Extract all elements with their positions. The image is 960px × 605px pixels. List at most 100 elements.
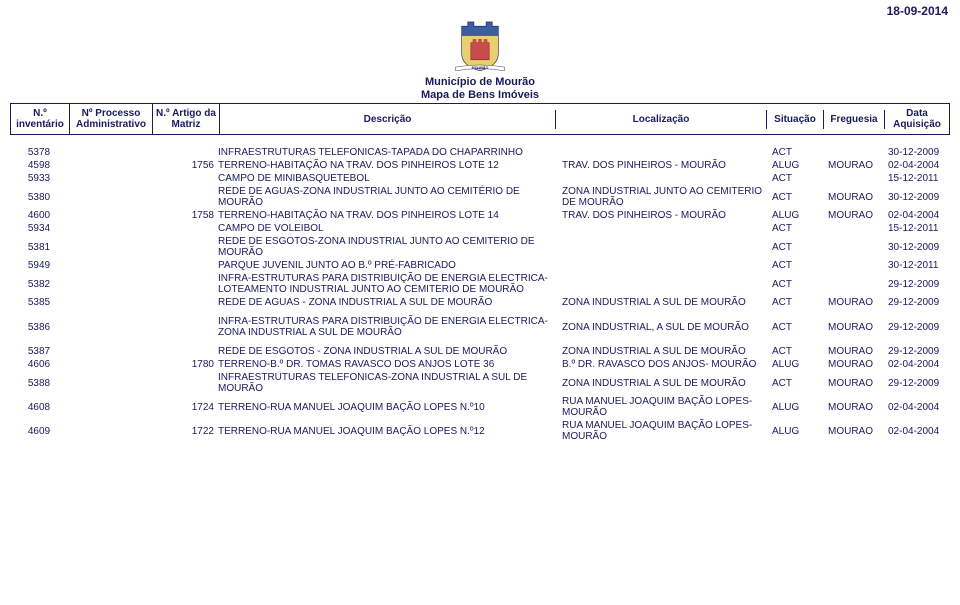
cell-situacao: ACT [770, 297, 826, 308]
cell-freguesia: MOURAO [826, 297, 886, 308]
table-row: 5387REDE DE ESGOTOS - ZONA INDUSTRIAL A … [10, 345, 950, 358]
cell-localizacao: ZONA INDUSTRIAL A SUL DE MOURÃO [560, 378, 770, 389]
cell-situacao: ALUG [770, 402, 826, 413]
cell-data: 02-04-2004 [886, 160, 950, 171]
cell-freguesia: MOURAO [826, 359, 886, 370]
cell-situacao: ALUG [770, 210, 826, 221]
table-row: 5380REDE DE AGUAS-ZONA INDUSTRIAL JUNTO … [10, 185, 950, 209]
table-row: 5382 INFRA-ESTRUTURAS PARA DISTRIBUIÇÃO D… [10, 272, 950, 296]
col-situacao: Situação [767, 110, 824, 129]
cell-localizacao: ZONA INDUSTRIAL JUNTO AO CEMITERIO DE MO… [560, 186, 770, 208]
cell-descricao: REDE DE ESGOTOS-ZONA INDUSTRIAL JUNTO AO… [216, 236, 560, 258]
table-row: 5934CAMPO DE VOLEIBOLACT15-12-2011 [10, 222, 950, 235]
col-artigo: N.º Artigo da Matriz [153, 104, 220, 134]
cell-descricao: REDE DE AGUAS - ZONA INDUSTRIAL A SUL DE… [216, 297, 560, 308]
cell-descricao: REDE DE ESGOTOS - ZONA INDUSTRIAL A SUL … [216, 346, 560, 357]
cell-data: 29-12-2009 [886, 279, 950, 290]
cell-inventario: 4600 [10, 210, 68, 221]
cell-freguesia: MOURAO [826, 192, 886, 203]
cell-descricao: TERRENO-B.º DR. TOMAS RAVASCO DOS ANJOS … [216, 359, 560, 370]
cell-localizacao: ZONA INDUSTRIAL A SUL DE MOURÃO [560, 297, 770, 308]
cell-descricao: INFRAESTRUTURAS TELEFONICAS-TAPADA DO CH… [216, 147, 560, 158]
cell-situacao: ACT [770, 279, 826, 290]
svg-text:MOURÃO: MOURÃO [472, 65, 489, 70]
cell-inventario: 5386 [10, 322, 68, 333]
cell-inventario: 5380 [10, 192, 68, 203]
table-row: 46061780TERRENO-B.º DR. TOMAS RAVASCO DO… [10, 358, 950, 371]
cell-situacao: ALUG [770, 160, 826, 171]
cell-data: 02-04-2004 [886, 426, 950, 437]
cell-data: 29-12-2009 [886, 378, 950, 389]
cell-descricao: INFRA-ESTRUTURAS PARA DISTRIBUIÇÃO DE EN… [216, 273, 560, 295]
cell-freguesia: MOURAO [826, 402, 886, 413]
cell-situacao: ALUG [770, 426, 826, 437]
document-date: 18-09-2014 [887, 4, 948, 18]
municipal-crest: MOURÃO [420, 2, 540, 72]
municipality-name: Município de Mourão [0, 76, 960, 89]
cell-data: 02-04-2004 [886, 359, 950, 370]
cell-situacao: ACT [770, 322, 826, 333]
cell-freguesia: MOURAO [826, 378, 886, 389]
cell-artigo: 1756 [150, 160, 216, 171]
cell-artigo: 1722 [150, 426, 216, 437]
cell-localizacao: TRAV. DOS PINHEIROS - MOURÃO [560, 210, 770, 221]
table-row: 5378 INFRAESTRUTURAS TELEFONICAS-TAPADA D… [10, 146, 950, 159]
cell-localizacao: TRAV. DOS PINHEIROS - MOURÃO [560, 160, 770, 171]
cell-inventario: 5385 [10, 297, 68, 308]
cell-situacao: ACT [770, 173, 826, 184]
cell-localizacao: B.º DR. RAVASCO DOS ANJOS- MOURÃO [560, 359, 770, 370]
crest-icon: MOURÃO [445, 17, 515, 72]
cell-descricao: PARQUE JUVENIL JUNTO AO B.º PRÉ-FABRICAD… [216, 260, 560, 271]
cell-freguesia: MOURAO [826, 346, 886, 357]
cell-data: 29-12-2009 [886, 322, 950, 333]
cell-inventario: 5949 [10, 260, 68, 271]
table-row: 4598 1756TERRENO-HABITAÇÃO NA TRAV. DOS P… [10, 159, 950, 172]
cell-descricao: INFRAESTRUTURAS TELEFONICAS-ZONA INDUSTR… [216, 372, 560, 394]
document-title: Município de Mourão Mapa de Bens Imóveis [0, 76, 960, 102]
cell-freguesia: MOURAO [826, 210, 886, 221]
table-row: 5381 REDE DE ESGOTOS-ZONA INDUSTRIAL JUNT… [10, 235, 950, 259]
cell-descricao: CAMPO DE VOLEIBOL [216, 223, 560, 234]
document-subtitle: Mapa de Bens Imóveis [0, 89, 960, 102]
cell-localizacao: ZONA INDUSTRIAL, A SUL DE MOURÃO [560, 322, 770, 333]
table-row: 4608 1724TERRENO-RUA MANUEL JOAQUIM BAÇÃO… [10, 395, 950, 419]
table-body: 5378 INFRAESTRUTURAS TELEFONICAS-TAPADA D… [10, 146, 950, 443]
cell-inventario: 4598 [10, 160, 68, 171]
cell-artigo: 1724 [150, 402, 216, 413]
table-row: 46001758TERRENO-HABITAÇÃO NA TRAV. DOS P… [10, 209, 950, 222]
cell-descricao: INFRA-ESTRUTURAS PARA DISTRIBUIÇÃO DE EN… [216, 316, 560, 338]
cell-situacao: ACT [770, 242, 826, 253]
cell-localizacao: RUA MANUEL JOAQUIM BAÇÃO LOPES-MOURÃO [560, 396, 770, 418]
table-row: 5386 INFRA-ESTRUTURAS PARA DISTRIBUIÇÃO D… [10, 315, 950, 339]
cell-freguesia: MOURAO [826, 426, 886, 437]
cell-situacao: ACT [770, 147, 826, 158]
table-header-row: N.º inventário Nº Processo Administrativ… [10, 103, 950, 135]
cell-situacao: ACT [770, 192, 826, 203]
cell-descricao: TERRENO-RUA MANUEL JOAQUIM BAÇÃO LOPES N… [216, 402, 560, 413]
cell-inventario: 5933 [10, 173, 68, 184]
cell-data: 30-12-2009 [886, 192, 950, 203]
cell-descricao: CAMPO DE MINIBASQUETEBOL [216, 173, 560, 184]
cell-localizacao: RUA MANUEL JOAQUIM BAÇÃO LOPES-MOURÃO [560, 420, 770, 442]
cell-situacao: ACT [770, 260, 826, 271]
table-row: 5388INFRAESTRUTURAS TELEFONICAS-ZONA IND… [10, 371, 950, 395]
cell-inventario: 4606 [10, 359, 68, 370]
col-inventario: N.º inventário [11, 104, 70, 134]
cell-situacao: ACT [770, 346, 826, 357]
cell-descricao: TERRENO-HABITAÇÃO NA TRAV. DOS PINHEIROS… [216, 160, 560, 171]
cell-data: 29-12-2009 [886, 297, 950, 308]
cell-inventario: 5378 [10, 147, 68, 158]
cell-situacao: ALUG [770, 359, 826, 370]
cell-inventario: 5381 [10, 242, 68, 253]
cell-artigo: 1758 [150, 210, 216, 221]
cell-data: 02-04-2004 [886, 210, 950, 221]
cell-inventario: 4608 [10, 402, 68, 413]
cell-data: 15-12-2011 [886, 173, 950, 184]
table-row: 5385 REDE DE AGUAS - ZONA INDUSTRIAL A SU… [10, 296, 950, 309]
cell-inventario: 5382 [10, 279, 68, 290]
col-descricao: Descrição [220, 110, 556, 129]
cell-data: 02-04-2004 [886, 402, 950, 413]
table-row: 46091722TERRENO-RUA MANUEL JOAQUIM BAÇÃO… [10, 419, 950, 443]
cell-data: 30-12-2011 [886, 260, 950, 271]
cell-inventario: 4609 [10, 426, 68, 437]
